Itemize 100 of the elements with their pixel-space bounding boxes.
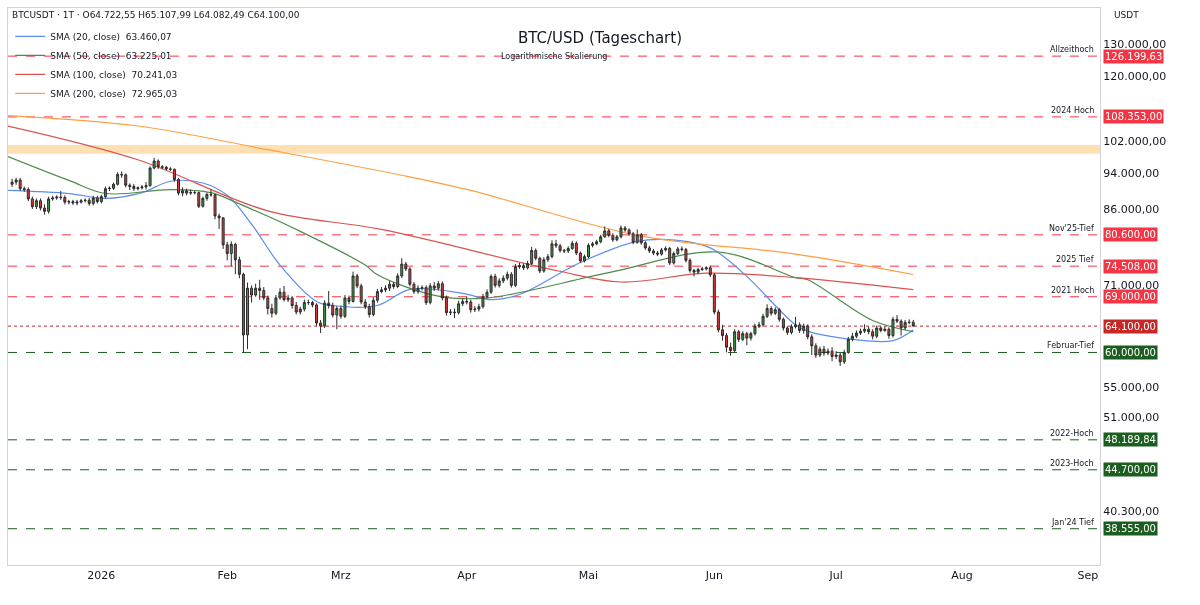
candlestick (562, 248, 566, 254)
ref-line-label: 44.700,00 (1105, 464, 1156, 475)
candlestick (18, 177, 22, 192)
candlestick (566, 245, 570, 254)
ref-line-label: 69.000,00 (1105, 291, 1156, 302)
ref-line-label: 38.555,00 (1105, 523, 1156, 534)
legend-label: SMA (100, close) 70.241,03 (50, 69, 178, 80)
line-series (8, 155, 914, 333)
candlestick (631, 231, 635, 245)
x-tick-label: Feb (217, 569, 237, 583)
x-tick-label: Jun (704, 569, 723, 583)
candlestick (201, 196, 205, 209)
candlestick (47, 196, 51, 215)
candlestick (416, 284, 420, 295)
candlestick (871, 328, 875, 340)
candlestick (619, 225, 623, 239)
annotation: 2024 Hoch (1051, 106, 1095, 115)
candlestick (136, 185, 140, 191)
candlestick (854, 329, 858, 339)
annotation: 2021 Hoch (1051, 286, 1095, 295)
candlestick (911, 319, 915, 327)
candlestick (745, 331, 749, 346)
candlestick (95, 195, 99, 204)
candlestick (733, 328, 737, 353)
candlestick (587, 242, 590, 259)
candlestick (696, 267, 700, 275)
candlestick (651, 248, 655, 256)
candlestick (116, 171, 120, 187)
candlestick (647, 245, 651, 254)
x-tick-label: Aug (951, 569, 973, 583)
ref-line-label: 64.100,00 (1105, 321, 1156, 332)
candlestick (899, 318, 903, 337)
x-tick-label: Mrz (330, 569, 351, 583)
candlestick (103, 185, 107, 199)
candlestick (611, 232, 615, 243)
candlestick (891, 316, 895, 338)
candlestick (863, 323, 867, 334)
candlestick (424, 284, 428, 306)
y-tick-label: 120.000,00 (1103, 70, 1167, 84)
candlestick (282, 285, 286, 302)
annotation: Nov'25-Tief (1049, 224, 1094, 233)
ref-line-label: 80.600,00 (1105, 229, 1156, 240)
candlestick (335, 305, 339, 330)
x-tick-label: 2026 (87, 569, 116, 583)
ref-line-label: 60.000,00 (1105, 347, 1156, 358)
ref-line-label: 48.189,84 (1105, 434, 1156, 445)
y-tick-label: 71.000,00 (1103, 279, 1160, 293)
candlestick (497, 277, 501, 289)
y-axis-title: USDT (1114, 10, 1140, 20)
annotation: 2025 Tief (1056, 255, 1094, 264)
candlestick (67, 199, 71, 205)
candlestick (798, 321, 802, 334)
annotation: 2023-Hoch (1050, 459, 1094, 468)
candlestick (83, 197, 87, 204)
candlestick (668, 246, 672, 266)
candlestick (501, 274, 505, 284)
candlestick (140, 184, 144, 191)
candlestick (794, 316, 798, 330)
x-tick-label: Jul (828, 569, 843, 583)
candlestick (802, 323, 806, 335)
candlestick (79, 198, 83, 204)
candlestick (38, 197, 42, 211)
legend-label: SMA (20, close) 63.460,07 (50, 31, 172, 42)
candlestick (672, 250, 676, 266)
candlestick (75, 199, 79, 206)
annotation: BTCUSDT · 1T · O64.722,55 H65.107,99 L64.082,49 C64.100,00 (12, 10, 300, 20)
candlestick (34, 197, 38, 210)
candlestick (635, 228, 639, 245)
candlestick (741, 330, 745, 342)
x-tick-label: Mai (578, 569, 599, 583)
candlestick (59, 190, 63, 201)
legend-label: SMA (50, close) 63.225,01 (50, 50, 172, 61)
candlestick (185, 188, 189, 196)
candlestick (91, 195, 95, 206)
y-tick-label: 130.000,00 (1103, 38, 1167, 52)
candlestick (822, 345, 826, 357)
candlestick (818, 346, 822, 358)
candlestick (164, 165, 168, 171)
candlestick (875, 324, 879, 339)
candlestick (302, 299, 306, 312)
candlestick (859, 328, 862, 336)
annotation: 2022-Hoch (1050, 429, 1094, 438)
candlestick (513, 263, 517, 288)
y-tick-label: 86.000,00 (1103, 202, 1160, 216)
candlestick (132, 183, 136, 192)
candlestick (489, 273, 493, 295)
candlestick (457, 300, 461, 315)
candlestick (830, 346, 834, 362)
candlestick (542, 256, 546, 274)
ref-line-label: 126.199,63 (1105, 51, 1163, 62)
y-tick-label: 94.000,00 (1103, 167, 1160, 181)
text: BTC/USD (Tageschart) (517, 29, 683, 48)
candlestick (258, 279, 262, 301)
candlestick (769, 305, 773, 317)
candlestick (753, 323, 757, 337)
candlestick (10, 178, 14, 188)
candlestick (603, 226, 607, 239)
ref-line-label: 74.508,00 (1105, 261, 1156, 272)
candlestick (71, 199, 75, 206)
candlestick (63, 194, 67, 205)
